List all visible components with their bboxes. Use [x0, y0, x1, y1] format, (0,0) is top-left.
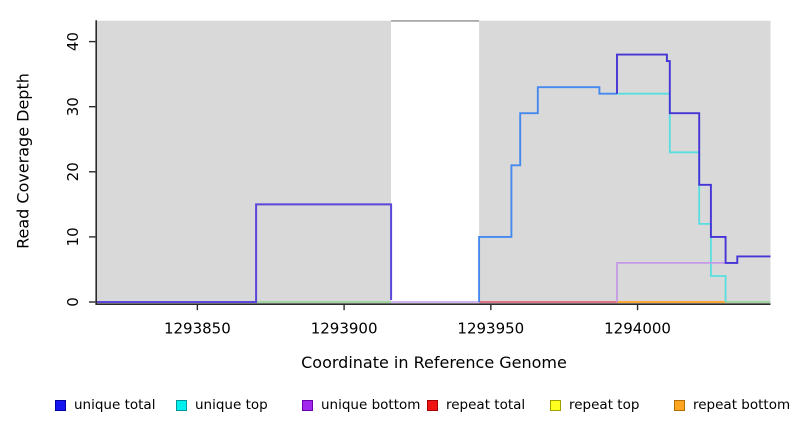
legend-label: unique bottom: [321, 397, 421, 413]
x-tick-label: 1294000: [604, 320, 671, 338]
legend-swatch-icon: [55, 399, 66, 411]
legend-label: unique top: [195, 397, 268, 413]
series-segment-unique-bottom-level: [616, 261, 738, 302]
legend-item-unique-bottom: unique bottom: [302, 397, 420, 413]
series-segment-unique-total-peak-descent: [616, 53, 771, 264]
legend-swatch-icon: [550, 399, 561, 411]
series-segment-unique-total-ascent: [478, 86, 617, 302]
legend-item-unique-total: unique total: [55, 397, 155, 413]
legend-item-repeat-top: repeat top: [550, 397, 639, 413]
y-tick-label: 30: [64, 97, 82, 116]
y-axis-title: Read Coverage Depth: [13, 73, 33, 249]
legend-label: repeat bottom: [693, 397, 791, 413]
x-tick-label: 1293900: [311, 320, 378, 338]
legend-swatch-icon: [427, 399, 438, 411]
legend-item-repeat-total: repeat total: [427, 397, 525, 413]
series-segment-unique-total-left-box: [97, 203, 393, 303]
y-tick-label: 0: [64, 297, 82, 307]
y-tick-label: 20: [64, 162, 82, 181]
x-axis-title: Coordinate in Reference Genome: [301, 353, 567, 372]
legend: unique total unique top unique bottom repea…: [0, 395, 792, 419]
legend-label: repeat top: [569, 397, 640, 413]
x-tick-label: 1293950: [457, 320, 524, 338]
x-tick-label: 1293850: [164, 320, 231, 338]
y-tick-label: 40: [64, 32, 82, 51]
legend-label: unique total: [74, 397, 156, 413]
legend-item-repeat-bottom: repeat bottom: [674, 397, 790, 413]
legend-item-unique-top: unique top: [176, 397, 268, 413]
legend-swatch-icon: [674, 399, 685, 411]
gap-region: [391, 19, 480, 304]
y-tick-label: 10: [64, 227, 82, 246]
legend-swatch-icon: [302, 399, 313, 411]
legend-label: repeat total: [446, 397, 526, 413]
legend-swatch-icon: [176, 399, 187, 411]
